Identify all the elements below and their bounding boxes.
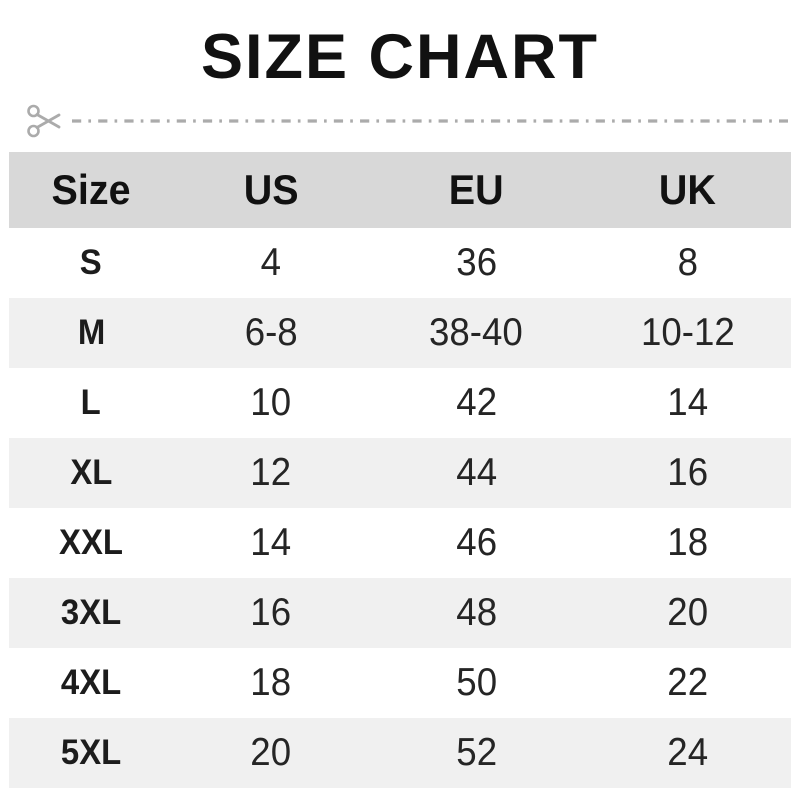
uk-cell: 24 [666, 731, 708, 775]
table-row-s: S 4 36 8 [9, 228, 791, 299]
us-cell: 4 [260, 241, 282, 285]
column-header-eu: EU [448, 166, 504, 214]
us-cell: 14 [250, 521, 292, 565]
uk-cell: 16 [666, 451, 708, 495]
column-header-us: US [243, 166, 299, 214]
uk-cell: 20 [666, 591, 708, 635]
table-row-4xl: 4XL 18 50 22 [9, 648, 791, 719]
uk-cell: 8 [677, 241, 698, 285]
size-table: Size US EU UK S 4 36 8 M 6-8 38-40 10-12… [9, 152, 791, 789]
eu-cell: 42 [455, 381, 497, 425]
size-cell: XXL [59, 523, 124, 563]
eu-cell: 36 [455, 241, 497, 285]
uk-cell: 10-12 [640, 311, 735, 355]
size-cell: S [80, 243, 103, 283]
size-cell: 5XL [60, 733, 122, 773]
table-row-m: M 6-8 38-40 10-12 [9, 298, 791, 369]
us-cell: 18 [250, 661, 292, 705]
size-cell: M [77, 313, 105, 353]
us-cell: 6-8 [244, 311, 298, 355]
table-row-xxl: XXL 14 46 18 [9, 508, 791, 579]
eu-cell: 48 [455, 591, 497, 635]
size-chart-page: SIZE CHART Size US EU UK S 4 36 8 M 6-8 [0, 24, 800, 800]
us-cell: 10 [250, 381, 292, 425]
page-title: SIZE CHART [201, 22, 599, 92]
table-row-5xl: 5XL 20 52 24 [9, 718, 791, 789]
cut-line-row [0, 90, 800, 152]
table-row-xl: XL 12 44 16 [9, 438, 791, 509]
uk-cell: 14 [666, 381, 708, 425]
us-cell: 20 [250, 731, 292, 775]
table-row-3xl: 3XL 16 48 20 [9, 578, 791, 649]
cut-dashed-line [72, 119, 788, 123]
us-cell: 16 [250, 591, 292, 635]
size-cell: XL [70, 453, 113, 493]
uk-cell: 18 [666, 521, 708, 565]
eu-cell: 50 [455, 661, 497, 705]
column-header-uk: UK [658, 166, 716, 214]
size-cell: L [81, 383, 102, 423]
column-header-size: Size [51, 166, 131, 214]
scissors-icon [27, 104, 61, 138]
eu-cell: 44 [455, 451, 497, 495]
eu-cell: 46 [455, 521, 497, 565]
us-cell: 12 [250, 451, 292, 495]
table-header-row: Size US EU UK [9, 152, 791, 229]
eu-cell: 52 [455, 731, 497, 775]
uk-cell: 22 [666, 661, 708, 705]
size-cell: 3XL [60, 593, 122, 633]
eu-cell: 38-40 [429, 311, 524, 355]
table-row-l: L 10 42 14 [9, 368, 791, 439]
size-cell: 4XL [60, 663, 122, 703]
